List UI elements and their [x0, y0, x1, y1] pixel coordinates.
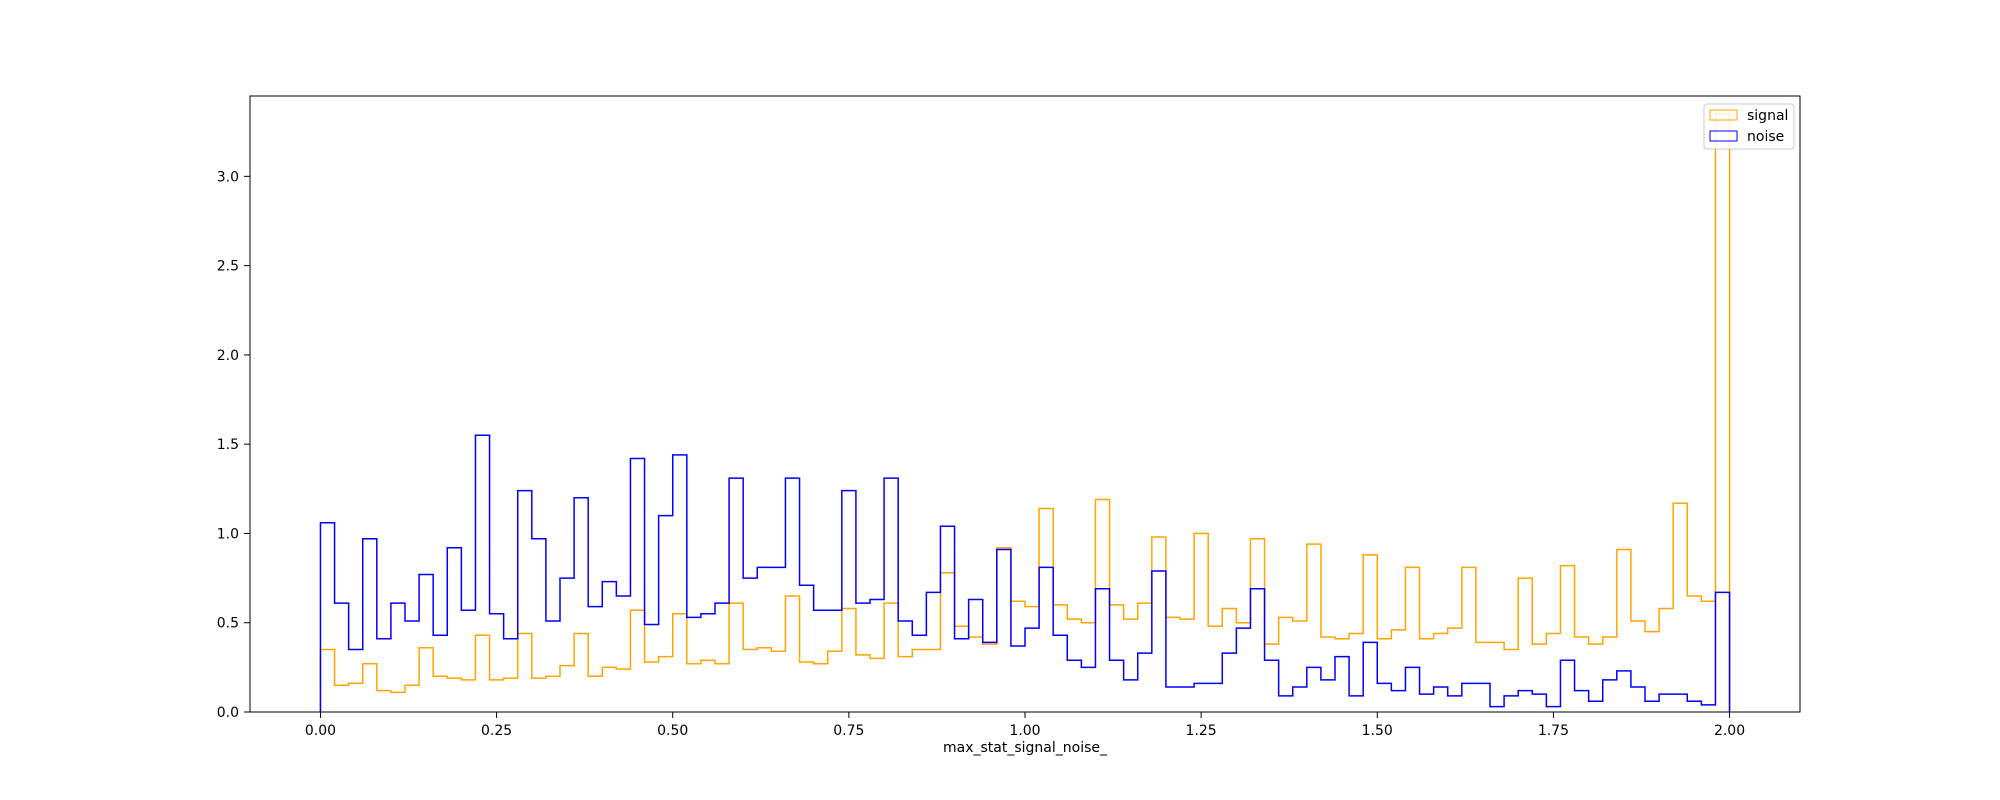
x-tick-label: 2.00 — [1714, 723, 1745, 739]
legend: signal noise — [1703, 103, 1795, 150]
x-tick-label: 1.00 — [1009, 723, 1040, 739]
legend-label-noise: noise — [1747, 129, 1784, 145]
legend-swatch-noise — [1709, 130, 1738, 142]
x-tick-label: 1.25 — [1186, 723, 1217, 739]
x-tick-label: 0.50 — [657, 723, 688, 739]
x-tick-label: 0.75 — [833, 723, 864, 739]
y-axis: 0.0 0.5 1.0 1.5 2.0 2.5 3.0 — [217, 169, 250, 721]
x-tick-label: 0.25 — [481, 723, 512, 739]
series-signal-histogram — [319, 113, 1731, 712]
y-tick-label: 3.0 — [217, 169, 239, 185]
legend-swatch-signal — [1709, 109, 1738, 121]
legend-label-signal: signal — [1747, 108, 1788, 124]
series-layer — [319, 113, 1731, 712]
y-tick-label: 0.0 — [217, 705, 239, 721]
x-tick-label: 0.00 — [305, 723, 336, 739]
x-axis-label: max_stat_signal_noise_ — [943, 740, 1108, 756]
y-tick-label: 2.0 — [217, 348, 239, 364]
x-tick-label: 1.50 — [1362, 723, 1393, 739]
x-axis: 0.00 0.25 0.50 0.75 1.00 1.25 1.50 1.75 2.00 — [305, 712, 1745, 739]
legend-box — [1703, 103, 1795, 150]
y-tick-label: 0.5 — [217, 616, 239, 632]
series-noise-histogram — [319, 434, 1731, 712]
y-tick-label: 2.5 — [217, 259, 239, 275]
y-tick-label: 1.0 — [217, 526, 239, 542]
y-tick-label: 1.5 — [217, 437, 239, 453]
x-tick-label: 1.75 — [1538, 723, 1569, 739]
